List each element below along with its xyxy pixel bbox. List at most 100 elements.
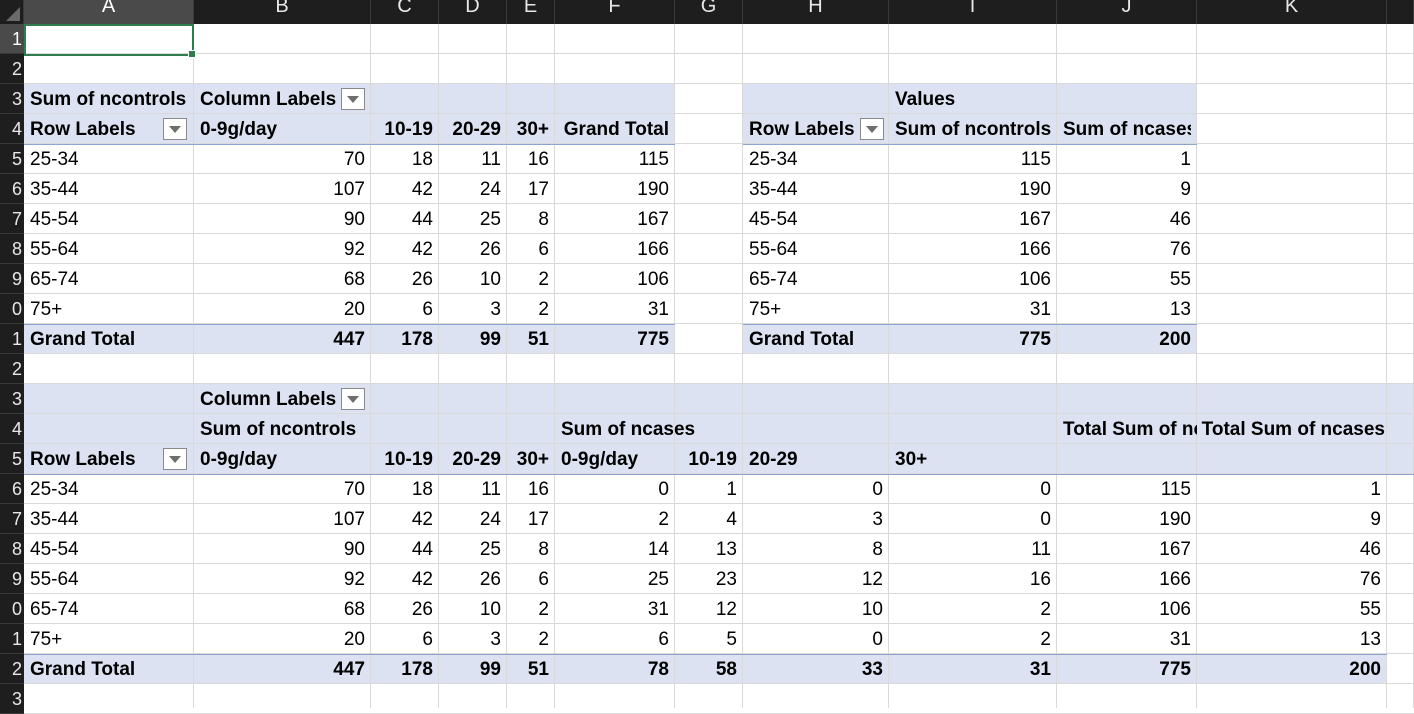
pivot3-grand-total-value: 447 xyxy=(333,659,365,680)
gridline-horizontal xyxy=(24,533,1414,534)
row-header[interactable]: 3 xyxy=(0,384,24,414)
pivot3-row-label: 45-54 xyxy=(30,539,79,560)
pivot1-row-label: 75+ xyxy=(30,299,63,320)
pivot3-grand-total-value: 178 xyxy=(401,659,433,680)
pivot1-column-labels-dropdown-button[interactable] xyxy=(341,88,365,110)
column-header-f[interactable]: F xyxy=(555,0,675,24)
gridline-vertical xyxy=(506,24,507,708)
pivot3-value: 68 xyxy=(343,599,365,620)
pivot2-value: 46 xyxy=(1169,209,1191,230)
gridline-horizontal xyxy=(24,653,1414,654)
gridline-vertical xyxy=(1056,24,1057,708)
pivot3-value: 2 xyxy=(538,599,549,620)
row-header[interactable]: 6 xyxy=(0,174,24,204)
pivot3-value: 106 xyxy=(1159,599,1191,620)
pivot3-value: 2 xyxy=(1040,599,1051,620)
pivot3-value: 8 xyxy=(538,539,549,560)
pivot3-value: 2 xyxy=(1040,629,1051,650)
pivot1-value: 24 xyxy=(479,179,501,200)
row-header[interactable]: 6 xyxy=(0,474,24,504)
row-header[interactable]: 7 xyxy=(0,204,24,234)
column-header-c[interactable]: C xyxy=(371,0,439,24)
pivot3-value: 11 xyxy=(481,479,501,500)
pivot3-value: 166 xyxy=(1159,569,1191,590)
row-header[interactable]: 2 xyxy=(0,654,24,684)
pivot3-value: 0 xyxy=(1040,509,1051,530)
row-header[interactable]: 9 xyxy=(0,564,24,594)
pivot2-value: 55 xyxy=(1169,269,1191,290)
row-header[interactable]: 4 xyxy=(0,414,24,444)
column-header-a[interactable]: A xyxy=(24,0,194,24)
column-header-i[interactable]: I xyxy=(889,0,1057,24)
column-header-d[interactable]: D xyxy=(439,0,507,24)
row-header[interactable]: 1 xyxy=(0,24,24,54)
gridline-horizontal xyxy=(24,173,1414,174)
pivot3-value: 90 xyxy=(343,539,365,560)
column-header-k[interactable]: K xyxy=(1197,0,1387,24)
pivot3-value: 55 xyxy=(1359,599,1381,620)
pivot1-value: 11 xyxy=(481,149,501,170)
pivot3-value: 26 xyxy=(411,599,433,620)
pivot1-value: 2 xyxy=(538,299,549,320)
row-header[interactable]: 9 xyxy=(0,264,24,294)
pivot3-value: 92 xyxy=(343,569,365,590)
pivot2-header-rule xyxy=(743,144,1197,145)
gridline-horizontal xyxy=(24,203,1414,204)
pivot3-value: 46 xyxy=(1359,539,1381,560)
row-header[interactable]: 3 xyxy=(0,84,24,114)
row-header[interactable]: 2 xyxy=(0,354,24,384)
row-header[interactable]: 5 xyxy=(0,144,24,174)
row-header[interactable]: 1 xyxy=(0,624,24,654)
pivot1-value: 20 xyxy=(343,299,365,320)
row-header[interactable]: 0 xyxy=(0,294,24,324)
pivot3-value: 1 xyxy=(726,479,737,500)
pivot1-row-label: 65-74 xyxy=(30,269,79,290)
row-header[interactable]: 0 xyxy=(0,594,24,624)
pivot3-value: 24 xyxy=(479,509,501,530)
select-all-corner[interactable] xyxy=(0,0,24,24)
pivot1-grand-total-value: 51 xyxy=(527,329,549,350)
pivot1-row-labels-dropdown-button[interactable] xyxy=(163,118,187,140)
row-header[interactable]: 4 xyxy=(0,114,24,144)
gridline-horizontal xyxy=(24,113,1414,114)
pivot1-column-header: 30+ xyxy=(516,119,549,140)
pivot1-grand-total-value: 447 xyxy=(333,329,365,350)
active-cell-a1[interactable] xyxy=(24,24,196,58)
pivot3-value: 6 xyxy=(422,629,433,650)
pivot2-value: 13 xyxy=(1169,299,1191,320)
gridline-horizontal xyxy=(24,83,1414,84)
column-header-e[interactable]: E xyxy=(507,0,555,24)
pivot1-value: 107 xyxy=(333,179,365,200)
pivot1-column-labels: Column Labels xyxy=(200,89,337,110)
row-header[interactable]: 8 xyxy=(0,234,24,264)
pivot1-value: 8 xyxy=(538,209,549,230)
pivot1-column-header: 0-9g/day xyxy=(200,119,278,140)
row-header[interactable]: 5 xyxy=(0,444,24,474)
pivot3-value: 8 xyxy=(872,539,883,560)
pivot3-row-label: 25-34 xyxy=(30,479,79,500)
pivot3-row-labels-dropdown-button[interactable] xyxy=(163,448,187,470)
pivot1-value: 26 xyxy=(479,239,501,260)
row-header[interactable]: 7 xyxy=(0,504,24,534)
pivot3-value: 0 xyxy=(872,629,883,650)
column-header-h[interactable]: H xyxy=(743,0,889,24)
gridline-vertical xyxy=(1196,24,1197,708)
column-header-g[interactable]: G xyxy=(675,0,743,24)
column-header-b[interactable]: B xyxy=(194,0,371,24)
pivot1-column-header: 10-19 xyxy=(384,119,433,140)
pivot2-value: 115 xyxy=(1020,149,1051,170)
pivot1-value: 167 xyxy=(637,209,669,230)
pivot1-row-labels: Row Labels xyxy=(30,119,136,140)
pivot3-column-labels-dropdown-button[interactable] xyxy=(341,388,365,410)
pivot3-value: 31 xyxy=(647,599,669,620)
row-header[interactable]: 3 xyxy=(0,684,24,714)
row-header[interactable]: 1 xyxy=(0,324,24,354)
row-header[interactable]: 2 xyxy=(0,54,24,84)
row-header[interactable]: 8 xyxy=(0,534,24,564)
column-header-j[interactable]: J xyxy=(1057,0,1197,24)
column-header-blank xyxy=(1387,0,1414,24)
pivot3-value: 16 xyxy=(527,479,549,500)
pivot3-grand-total-value: 78 xyxy=(647,659,669,680)
pivot2-row-labels-dropdown-button[interactable] xyxy=(860,118,884,140)
